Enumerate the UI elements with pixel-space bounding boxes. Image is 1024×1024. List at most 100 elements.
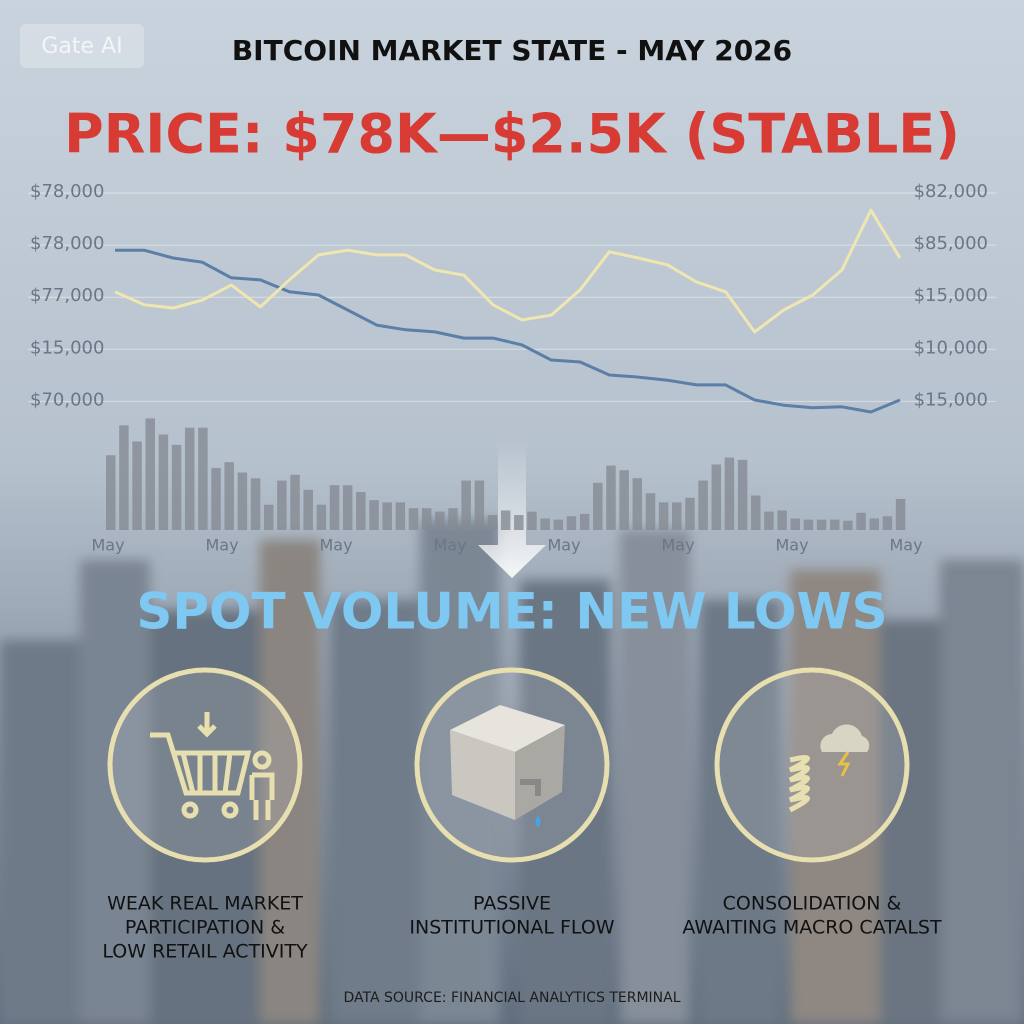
x-tick-label: May bbox=[433, 536, 466, 555]
volume-bar bbox=[790, 518, 801, 530]
volume-bar bbox=[290, 474, 300, 530]
block-icon bbox=[450, 705, 565, 827]
volume-bar bbox=[237, 472, 248, 530]
panel-caption: CONSOLIDATION & bbox=[723, 893, 902, 915]
volume-bar bbox=[895, 498, 906, 530]
y2-tick-label: $15,000 bbox=[914, 285, 988, 306]
volume-bar bbox=[408, 508, 419, 530]
panel-caption: INSTITUTIONAL FLOW bbox=[409, 917, 614, 939]
y-tick-label: $78,000 bbox=[30, 181, 104, 202]
volume-bar bbox=[816, 519, 827, 530]
down-arrow bbox=[478, 440, 546, 578]
volume-bar bbox=[830, 519, 840, 530]
panel-caption: PARTICIPATION & bbox=[125, 917, 285, 939]
volume-bar bbox=[263, 504, 274, 530]
x-tick-label: May bbox=[889, 536, 922, 555]
volume-bar bbox=[474, 480, 485, 530]
volume-bar bbox=[487, 515, 498, 530]
volume-bar bbox=[882, 516, 893, 530]
volume-bar bbox=[342, 485, 353, 530]
x-tick-label: May bbox=[775, 536, 808, 555]
volume-bar bbox=[106, 455, 116, 530]
x-tick-label: May bbox=[319, 536, 352, 555]
y-tick-label: $70,000 bbox=[30, 389, 104, 410]
volume-bar bbox=[658, 502, 669, 530]
volume-bar bbox=[395, 502, 406, 530]
chart-subtitle: PRICE: $78K—$2.5K (STABLE) bbox=[64, 103, 960, 166]
volume-bar bbox=[843, 520, 853, 530]
icon-circle bbox=[714, 667, 910, 863]
panel-caption: LOW RETAIL ACTIVITY bbox=[102, 941, 308, 963]
y2-tick-label: $15,000 bbox=[914, 389, 988, 410]
volume-bar bbox=[356, 492, 366, 530]
volume-bar bbox=[751, 495, 761, 530]
volume-bar bbox=[685, 497, 695, 530]
volume-bar bbox=[632, 478, 643, 530]
volume-bar bbox=[461, 480, 471, 530]
volume-bar bbox=[619, 470, 629, 530]
volume-bar bbox=[777, 510, 787, 530]
volume-bar bbox=[435, 511, 445, 530]
volume-bar bbox=[645, 493, 656, 530]
volume-bar bbox=[698, 480, 708, 530]
y2-tick-label: $85,000 bbox=[914, 233, 988, 254]
chart-title: BITCOIN MARKET STATE - MAY 2026 bbox=[232, 34, 792, 67]
panel-caption: WEAK REAL MARKET bbox=[107, 893, 303, 915]
volume-bar bbox=[184, 427, 195, 530]
spring-icon bbox=[788, 724, 870, 813]
volume-bar bbox=[579, 513, 590, 530]
volume-bar bbox=[869, 518, 879, 530]
volume-bar bbox=[540, 518, 550, 530]
x-tick-label: May bbox=[205, 536, 238, 555]
y-tick-label: $78,000 bbox=[30, 233, 104, 254]
y-tick-label: $77,000 bbox=[30, 285, 104, 306]
volume-bar bbox=[803, 519, 814, 530]
volume-bar bbox=[382, 502, 392, 530]
volume-bar bbox=[158, 434, 169, 530]
icon-circle bbox=[107, 667, 303, 863]
volume-bar bbox=[553, 519, 564, 530]
volume-bar bbox=[606, 465, 616, 530]
volume-bar bbox=[764, 511, 774, 530]
cart-icon bbox=[150, 712, 275, 820]
volume-bar bbox=[145, 418, 155, 530]
volume-bar bbox=[316, 504, 327, 530]
volume-bar bbox=[171, 444, 182, 530]
volume-bar bbox=[448, 508, 458, 530]
volume-bar bbox=[527, 511, 537, 530]
x-tick-label: May bbox=[547, 536, 580, 555]
line-series bbox=[115, 248, 901, 414]
volume-bar bbox=[737, 459, 748, 530]
brand-badge bbox=[20, 24, 144, 68]
volume-bar bbox=[566, 516, 577, 530]
line-series bbox=[114, 208, 902, 334]
volume-bar bbox=[224, 462, 234, 530]
volume-bar bbox=[211, 467, 221, 530]
volume-bar bbox=[500, 510, 511, 530]
volume-bar bbox=[119, 425, 129, 530]
footer: DATA SOURCE: FINANCIAL ANALYTICS TERMINA… bbox=[343, 990, 680, 1006]
y2-tick-label: $82,000 bbox=[914, 181, 988, 202]
volume-bar bbox=[198, 427, 208, 530]
volume-bar bbox=[303, 489, 313, 530]
volume-bar bbox=[514, 515, 524, 530]
volume-bar bbox=[711, 464, 722, 530]
volume-bar bbox=[856, 512, 866, 530]
chart-area: $78,000 $78,000 $77,000 $15,000 $70,000 $82,0… bbox=[28, 181, 996, 555]
y2-tick-label: $10,000 bbox=[914, 337, 988, 358]
volume-bar bbox=[724, 457, 735, 530]
panel-caption: AWAITING MACRO CATALST bbox=[682, 917, 942, 939]
brand: Gate AI bbox=[41, 34, 122, 59]
panel-caption: PASSIVE bbox=[473, 893, 551, 915]
volume-bar bbox=[132, 441, 142, 530]
volume-bar bbox=[277, 480, 287, 530]
volume-bar bbox=[369, 500, 379, 530]
y-tick-label: $15,000 bbox=[30, 337, 104, 358]
volume-bar bbox=[250, 478, 261, 530]
x-tick-label: May bbox=[91, 536, 124, 555]
volume-bar bbox=[672, 502, 682, 530]
volume-bar bbox=[593, 482, 603, 530]
headline: SPOT VOLUME: NEW LOWS bbox=[136, 583, 887, 641]
